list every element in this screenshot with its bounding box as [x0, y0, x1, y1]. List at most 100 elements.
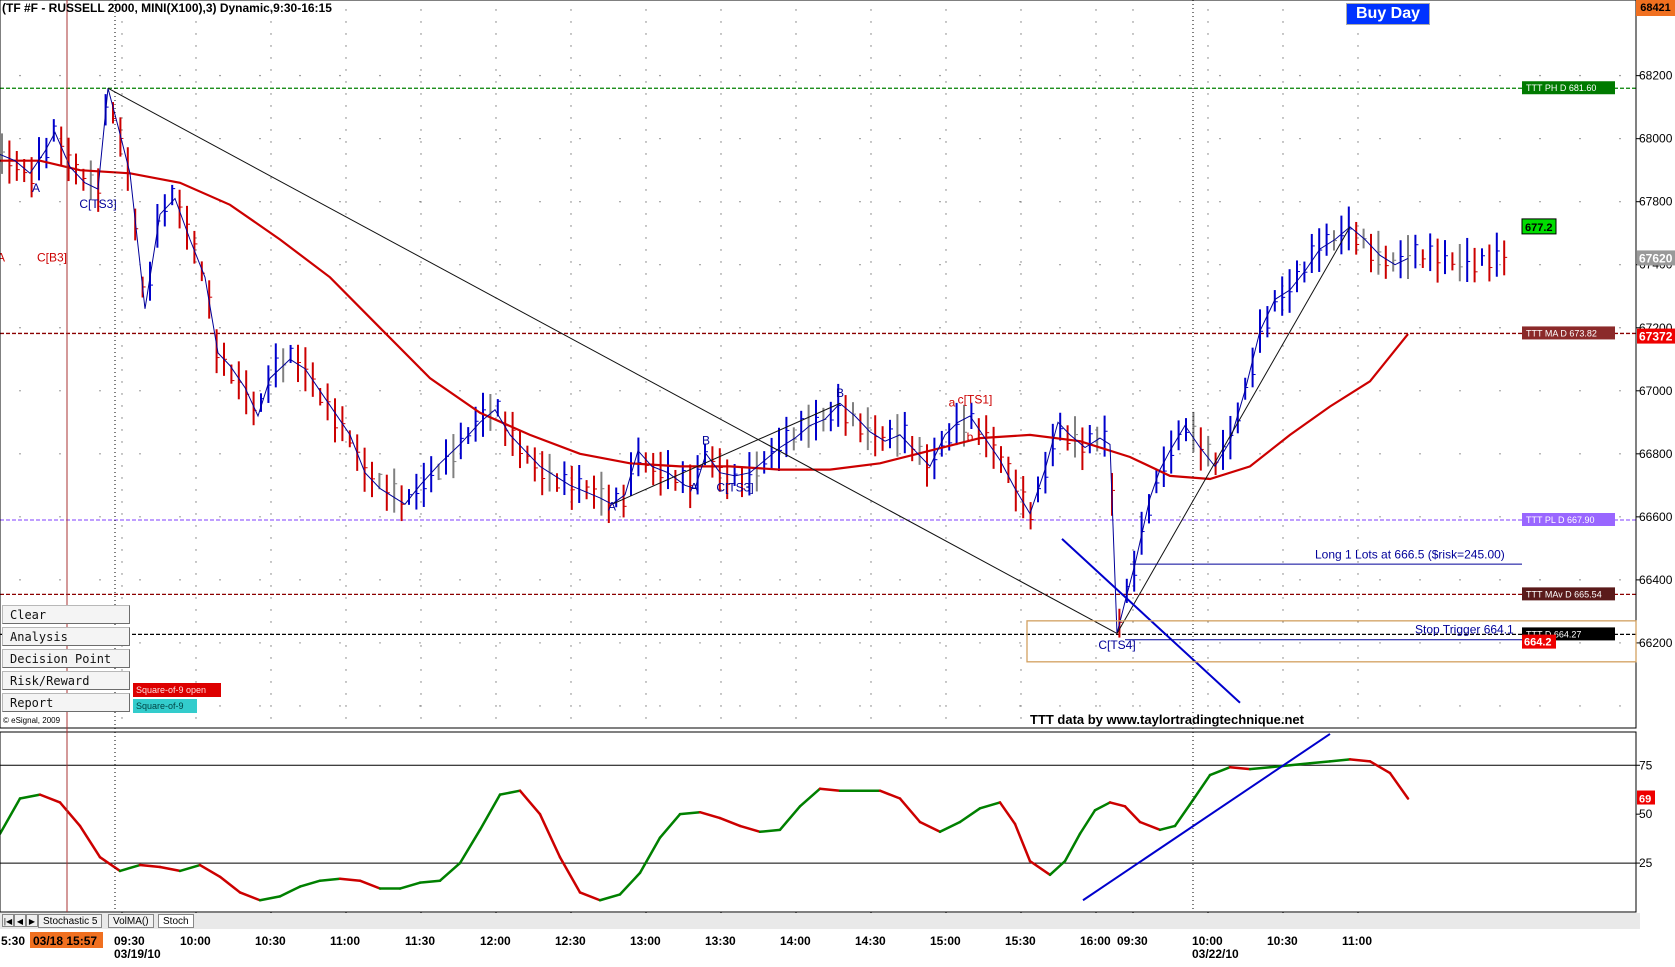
grid-dot-v	[1020, 81, 1022, 83]
grid-dot-h	[859, 705, 861, 707]
grid-dot-h	[19, 200, 21, 203]
grid-dot-h	[1139, 137, 1141, 140]
grid-dot-v	[1207, 153, 1209, 155]
stoch-segment	[398, 881, 422, 890]
grid-dot-v	[795, 201, 797, 203]
grid-dot-v	[645, 525, 647, 527]
grid-dot-v	[495, 465, 497, 467]
grid-dot-h	[1019, 137, 1021, 140]
grid-dot-v	[420, 441, 422, 443]
grid-dot-h	[1299, 200, 1301, 203]
grid-dot-v	[1020, 33, 1022, 35]
tab-volma[interactable]: VolMA()	[108, 914, 154, 928]
tab-scroll-first[interactable]: |◀	[2, 914, 14, 927]
grid-dot-v	[1132, 333, 1134, 335]
grid-dot-v	[1095, 489, 1097, 491]
grid-dot-h	[59, 390, 61, 392]
grid-dot-v	[270, 561, 272, 563]
grid-dot-v	[720, 645, 722, 647]
grid-dot-v	[195, 33, 197, 35]
grid-dot-v	[570, 513, 572, 515]
grid-dot-v	[420, 57, 422, 59]
grid-dot-h	[1579, 579, 1581, 581]
grid-dot-v	[1282, 177, 1284, 179]
grid-dot-h	[419, 390, 421, 392]
grid-dot-v	[720, 57, 722, 59]
grid-dot-v	[1095, 213, 1097, 215]
chart-title: (TF #F - RUSSELL 2000, MINI(X100),3) Dyn…	[2, 1, 332, 15]
grid-dot-v	[1282, 237, 1284, 239]
level-label-bg	[1522, 81, 1615, 95]
grid-dot-v	[345, 597, 347, 599]
time-tick-label: 10:00	[1192, 934, 1223, 948]
grid-dot-v	[270, 297, 272, 299]
grid-dot-v	[121, 357, 123, 359]
grid-dot-v	[570, 405, 572, 407]
grid-dot-h	[139, 200, 141, 203]
grid-dot-v	[195, 21, 197, 23]
grid-dot-v	[570, 525, 572, 527]
cursor-time-label: 03/18 15:57	[33, 934, 97, 948]
grid-dot-v	[121, 153, 123, 155]
grid-dot-v	[1207, 549, 1209, 551]
grid-dot-v	[420, 357, 422, 359]
grid-dot-h	[1139, 705, 1141, 707]
grid-dot-v	[1207, 57, 1209, 59]
grid-dot-h	[1059, 327, 1061, 329]
grid-dot-v	[1095, 657, 1097, 659]
grid-dot-v	[1095, 165, 1097, 167]
grid-dot-v	[870, 453, 872, 455]
grid-dot-v	[645, 285, 647, 287]
grid-dot-v	[870, 465, 872, 467]
grid-dot-v	[570, 33, 572, 35]
square-of-9-tag[interactable]: Square-of-9	[133, 699, 197, 713]
grid-dot-v	[420, 417, 422, 419]
grid-dot-v	[1207, 237, 1209, 239]
grid-dot-h	[1539, 200, 1541, 203]
grid-dot-h	[459, 327, 461, 329]
grid-dot-h	[1459, 200, 1461, 203]
grid-dot-h	[459, 642, 461, 644]
square-of-9-open-tag[interactable]: Square-of-9 open	[133, 683, 221, 697]
grid-dot-h	[419, 705, 421, 707]
stoch-segment	[1208, 765, 1232, 777]
grid-dot-v	[1020, 285, 1022, 287]
grid-dot-v	[795, 585, 797, 587]
grid-dot-h	[1499, 327, 1501, 329]
grid-dot-v	[1207, 597, 1209, 599]
tab-scroll-prev[interactable]: ◀	[14, 914, 26, 927]
grid-dot-h	[1459, 579, 1461, 581]
grid-dot-v	[795, 45, 797, 47]
tab-stochastic-5[interactable]: Stochastic 5	[38, 914, 103, 928]
grid-dot-v	[270, 585, 272, 587]
report-button[interactable]: Report	[2, 693, 130, 712]
grid-dot-v	[1020, 381, 1022, 383]
grid-dot-v	[195, 681, 197, 683]
risk-reward-button[interactable]: Risk/Reward	[2, 671, 130, 690]
grid-dot-h	[1179, 327, 1181, 329]
clear-button[interactable]: Clear	[2, 605, 130, 624]
stoch-segment	[938, 820, 962, 834]
grid-dot-h	[19, 390, 21, 392]
grid-dot-h	[219, 137, 221, 140]
decision-point-button[interactable]: Decision Point	[2, 649, 130, 668]
grid-dot-h	[1499, 74, 1501, 77]
grid-dot-v	[270, 237, 272, 239]
grid-dot-h	[499, 74, 501, 77]
grid-dot-h	[739, 705, 741, 707]
grid-dot-v	[720, 261, 722, 263]
tab-stoch[interactable]: Stoch	[158, 914, 194, 928]
grid-dot-v	[121, 117, 123, 119]
grid-dot-v	[1282, 321, 1284, 323]
grid-dot-v	[270, 33, 272, 35]
analysis-button[interactable]: Analysis	[2, 627, 130, 646]
grid-dot-v	[1132, 429, 1134, 431]
grid-dot-h	[459, 579, 461, 581]
tab-scroll-next[interactable]: ▶	[26, 914, 38, 927]
grid-dot-v	[795, 525, 797, 527]
grid-dot-h	[1259, 705, 1261, 707]
grid-dot-v	[495, 249, 497, 251]
grid-dot-v	[945, 201, 947, 203]
grid-dot-v	[1207, 81, 1209, 83]
